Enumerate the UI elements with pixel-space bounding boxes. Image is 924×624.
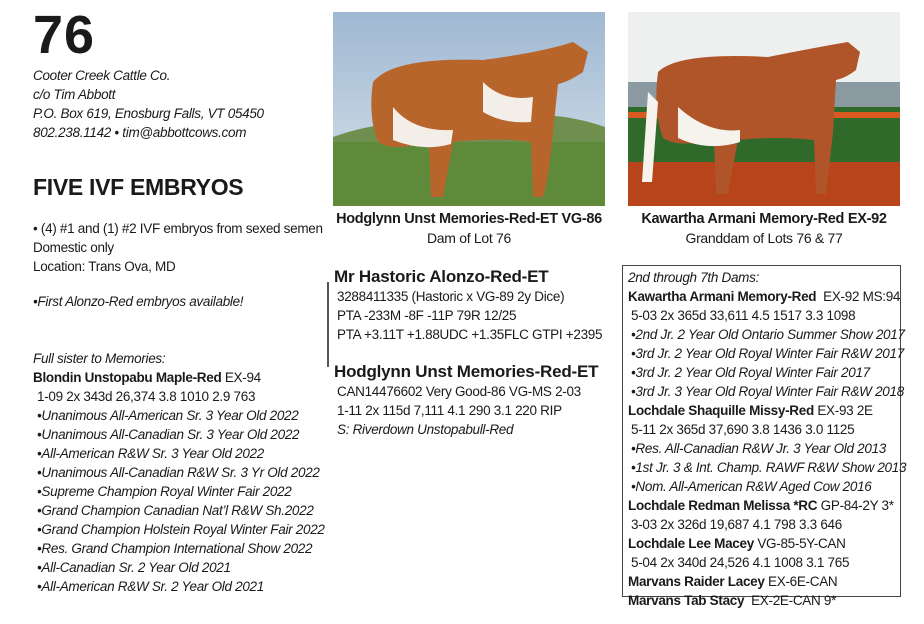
full-sister-awards: •Unanimous All-American Sr. 3 Year Old 2… [33, 406, 325, 596]
award-line: •Unanimous All-Canadian Sr. 3 Year Old 2… [37, 427, 300, 442]
full-sister-heading: Full sister to Memories: [33, 351, 166, 366]
dams-list: Kawartha Armani Memory-Red EX-92 MS:94 5-… [628, 287, 907, 610]
sire-name: Mr Hastoric Alonzo-Red-ET [334, 267, 549, 286]
dam-entry-record: 3-03 2x 326d 19,687 4.1 798 3.3 646 [631, 517, 842, 532]
dam-entry-header: Lochdale Redman Melissa *RC GP-84-2Y 3* [628, 496, 900, 515]
sire-block: Mr Hastoric Alonzo-Red-ET 3288411335 (Ha… [334, 267, 603, 344]
dam-entry-record: 5-03 2x 365d 33,611 4.5 1517 3.3 1098 [631, 308, 856, 323]
dam-entry-score: GP-84-2Y 3* [817, 498, 894, 513]
dam-entry-header: Marvans Tab Stacy EX-2E-CAN 9* [628, 591, 900, 610]
dams-heading: 2nd through 7th Dams: [628, 270, 760, 285]
dams-box: 2nd through 7th Dams: Kawartha Armani Me… [622, 265, 906, 608]
lot-number: 76 [33, 5, 96, 65]
full-sister-name: Blondin Unstopabu Maple-Red [33, 370, 222, 385]
offering-note: •First Alonzo-Red embryos available! [33, 294, 244, 309]
dam-entry-name: Marvans Raider Lacey [628, 574, 765, 589]
dam-entry-score: EX-93 2E [813, 403, 873, 418]
dam-entry-header: Lochdale Shaquille Missy-Red EX-93 2E [628, 401, 900, 420]
dam-entry-award: •3rd Jr. 2 Year Old Royal Winter Fair R&… [631, 346, 904, 361]
offering-line: Domestic only [33, 240, 114, 255]
offering-details: • (4) #1 and (1) #2 IVF embryos from sex… [33, 219, 323, 276]
dam-entry-award: •Nom. All-American R&W Aged Cow 2016 [631, 479, 872, 494]
dam-entry-name: Lochdale Redman Melissa *RC [628, 498, 818, 513]
consignor-line: Cooter Creek Cattle Co. [33, 68, 171, 83]
full-sister-record: 1-09 2x 343d 26,374 3.8 1010 2.9 763 [37, 389, 256, 404]
sire-line: PTA -233M -8F -11P 79R 12/25 [337, 308, 517, 323]
dam-entry-record: 5-04 2x 340d 24,526 4.1 1008 3.1 765 [631, 555, 850, 570]
granddam-photo-caption: Kawartha Armani Memory-Red EX-92 Grandda… [628, 210, 900, 248]
dam-photo-subcaption: Dam of Lot 76 [426, 230, 512, 246]
award-line: •All-American R&W Sr. 2 Year Old 2021 [37, 579, 264, 594]
dam-entry-award: •2nd Jr. 2 Year Old Ontario Summer Show … [631, 327, 905, 342]
consignor-line: 802.238.1142 • tim@abbottcows.com [33, 125, 247, 140]
consignor-line: P.O. Box 619, Enosburg Falls, VT 05450 [33, 106, 264, 121]
dam-entry-name: Marvans Tab Stacy [628, 593, 745, 608]
granddam-photo-name: Kawartha Armani Memory-Red EX-92 [641, 211, 887, 227]
dam-photo-caption: Hodglynn Unst Memories-Red-ET VG-86 Dam … [333, 210, 605, 248]
dam-entry-award: •3rd Jr. 3 Year Old Royal Winter Fair R&… [631, 384, 904, 399]
dam-entry-header: Marvans Raider Lacey EX-6E-CAN [628, 572, 900, 591]
dam-entry-score: EX-2E-CAN 9* [744, 593, 837, 608]
award-line: •Supreme Champion Royal Winter Fair 2022 [37, 484, 292, 499]
dam-entry-award: •1st Jr. 3 & Int. Champ. RAWF R&W Show 2… [631, 460, 907, 475]
dam-entry-award: •3rd Jr. 2 Year Old Royal Winter Fair 20… [631, 365, 870, 380]
consignor-address: Cooter Creek Cattle Co. c/o Tim Abbott P… [33, 66, 264, 142]
granddam-photo [628, 12, 900, 206]
dam-name: Hodglynn Unst Memories-Red-ET [334, 362, 599, 381]
dam-entry-score: EX-92 MS:94 [816, 289, 901, 304]
award-line: •All-American R&W Sr. 3 Year Old 2022 [37, 446, 264, 461]
dam-entry-name: Kawartha Armani Memory-Red [628, 289, 817, 304]
dam-entry-record: 5-11 2x 365d 37,690 3.8 1436 3.0 1125 [631, 422, 855, 437]
full-sister-block: Full sister to Memories: Blondin Unstopa… [33, 349, 325, 596]
dam-sire-line: S: Riverdown Unstopabull-Red [337, 422, 514, 437]
award-line: •Grand Champion Canadian Nat’l R&W Sh.20… [37, 503, 314, 518]
dam-entry-score: VG-85-5Y-CAN [753, 536, 846, 551]
dam-line: 1-11 2x 115d 7,111 4.1 290 3.1 220 RIP [337, 403, 562, 418]
dam-line: CAN14476602 Very Good-86 VG-MS 2-03 [337, 384, 581, 399]
dam-entry-header: Lochdale Lee Macey VG-85-5Y-CAN [628, 534, 900, 553]
sire-line: PTA +3.11T +1.88UDC +1.35FLC GTPI +2395 [337, 327, 603, 342]
award-line: •Grand Champion Holstein Royal Winter Fa… [37, 522, 325, 537]
dam-entry-score: EX-6E-CAN [764, 574, 838, 589]
offering-line: Location: Trans Ova, MD [33, 259, 176, 274]
divider [327, 282, 329, 367]
full-sister-score: EX-94 [224, 370, 261, 385]
dam-entry-name: Lochdale Shaquille Missy-Red [628, 403, 814, 418]
offering-line: • (4) #1 and (1) #2 IVF embryos from sex… [33, 221, 323, 236]
consignor-line: c/o Tim Abbott [33, 87, 116, 102]
dam-entry-name: Lochdale Lee Macey [628, 536, 754, 551]
granddam-photo-subcaption: Granddam of Lots 76 & 77 [685, 230, 843, 246]
dam-entry-award: •Res. All-Canadian R&W Jr. 3 Year Old 20… [631, 441, 887, 456]
dam-photo-name: Hodglynn Unst Memories-Red-ET VG-86 [336, 211, 602, 227]
award-line: •Unanimous All-American Sr. 3 Year Old 2… [37, 408, 299, 423]
dam-block: Hodglynn Unst Memories-Red-ET CAN1447660… [334, 362, 599, 439]
sire-line: 3288411335 (Hastoric x VG-89 2y Dice) [337, 289, 565, 304]
offering-title: FIVE IVF EMBRYOS [33, 174, 244, 200]
award-line: •Res. Grand Champion International Show … [37, 541, 313, 556]
dam-entry-header: Kawartha Armani Memory-Red EX-92 MS:94 [628, 287, 900, 306]
award-line: •All-Canadian Sr. 2 Year Old 2021 [37, 560, 231, 575]
award-line: •Unanimous All-Canadian R&W Sr. 3 Yr Old… [37, 465, 320, 480]
dam-photo [333, 12, 605, 206]
